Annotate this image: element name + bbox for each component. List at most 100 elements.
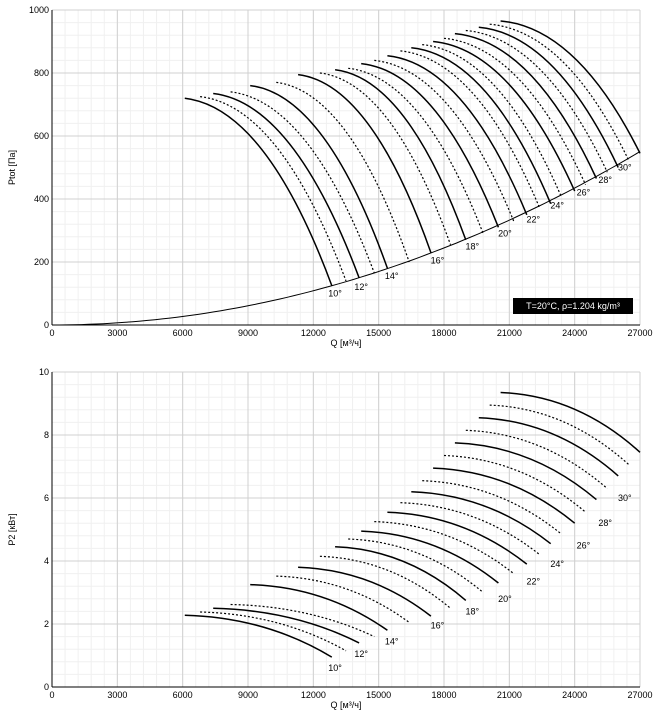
chart-2-y-tick-label: 0 <box>44 682 49 692</box>
chart-2-angle-label-9: 26° <box>577 540 591 550</box>
chart-2-blade-curve-19 <box>454 442 597 501</box>
chart-2-x-tick-label: 15000 <box>366 690 391 700</box>
chart-1-angle-label-8: 24° <box>550 200 564 210</box>
chart-2-blade-curve-22 <box>489 404 630 466</box>
chart-1-angle-label-2: 12° <box>354 282 368 292</box>
chart-1-angle-label-6: 20° <box>498 229 512 239</box>
chart-1-y-tick-label: 0 <box>44 320 49 330</box>
chart-2-plot-area <box>52 372 640 687</box>
chart-1-x-axis-title: Q [м³/ч] <box>331 338 362 348</box>
chart-1-system-curve <box>52 151 641 326</box>
chart-1-blade-curve-19 <box>454 32 598 179</box>
chart-1-blade-curve-13 <box>387 54 528 216</box>
chart-1-y-tick-label: 1000 <box>29 5 49 15</box>
chart-1-angle-label-1: 10° <box>328 289 342 299</box>
chart-2-blade-curve-4 <box>230 603 375 638</box>
chart-2-y-tick-label: 2 <box>44 619 49 629</box>
chart-1-blade-curve-1 <box>184 97 333 286</box>
chart-1-angle-label-7: 22° <box>526 214 540 224</box>
chart-1-note-text: T=20°C, ρ=1.204 kg/m³ <box>526 301 620 311</box>
chart-1-blade-curve-5 <box>250 84 389 269</box>
chart-2-y-tick-label: 8 <box>44 430 49 440</box>
chart-1-angle-label-9: 26° <box>577 188 591 198</box>
chart-2-x-tick-label: 24000 <box>562 690 587 700</box>
chart-1-blade-curve-4 <box>230 91 375 274</box>
chart-2-angle-label-3: 14° <box>385 636 399 646</box>
chart-2-blade-curve-14 <box>400 502 541 556</box>
chart-1-blade-curve-23 <box>500 20 641 154</box>
chart-1-x-tick-label: 27000 <box>627 328 652 338</box>
chart-2-angle-label-1: 10° <box>328 663 342 673</box>
chart-2-x-tick-label: 21000 <box>497 690 522 700</box>
chart-1-blade-curve-14 <box>400 50 541 209</box>
chart-1-blade-curve-17 <box>433 40 576 192</box>
chart-1-x-tick-label: 18000 <box>431 328 456 338</box>
chart-2-blade-curve-2 <box>200 611 347 652</box>
chart-1-angle-label-10: 28° <box>598 175 612 185</box>
chart-2-blade-curve-3 <box>213 607 360 644</box>
chart-1-y-axis-title: Ptot [Па] <box>7 150 17 185</box>
chart-2-blade-curve-20 <box>465 429 608 490</box>
chart-2-blade-curve-8 <box>319 555 451 609</box>
chart-2-x-tick-label: 18000 <box>431 690 456 700</box>
chart-2-blade-curve-10 <box>348 538 484 593</box>
chart-2-x-tick-label: 12000 <box>301 690 326 700</box>
chart-2-blade-curve-5 <box>250 583 388 631</box>
chart-2-blade-curve-9 <box>335 546 467 601</box>
chart-2-blade-curve-23 <box>500 391 641 453</box>
chart-1-angle-label-4: 16° <box>431 255 445 265</box>
chart-1-angle-label-11: 30° <box>618 163 632 173</box>
chart-2-x-tick-label: 6000 <box>173 690 193 700</box>
chart-2-angle-label-6: 20° <box>498 594 512 604</box>
chart-2-blade-curve-6 <box>276 575 410 623</box>
chart-1-y-tick-label: 800 <box>34 68 49 78</box>
chart-2-y-axis-title: P2 [кВт] <box>7 513 17 545</box>
chart-2-x-tick-label: 3000 <box>107 690 127 700</box>
chart-1-x-tick-label: 12000 <box>301 328 326 338</box>
chart-1-blade-curve-8 <box>319 72 452 245</box>
chart-2-angle-label-11: 30° <box>618 493 632 503</box>
chart-2-x-tick-label: 27000 <box>627 690 652 700</box>
chart-1-x-tick-label: 9000 <box>238 328 258 338</box>
chart-2-y-tick-label: 10 <box>39 367 49 377</box>
chart-2-y-tick-label: 4 <box>44 556 49 566</box>
chart-1-angle-label-3: 14° <box>385 271 399 281</box>
chart-2-blade-curve-12 <box>374 521 515 575</box>
chart-1-x-tick-label: 21000 <box>497 328 522 338</box>
chart-1-x-tick-label: 24000 <box>562 328 587 338</box>
chart-2: 0 3000 6000 9000 12000 15000 18000 21000 24000 27… <box>7 367 653 710</box>
chart-2-angle-label-10: 28° <box>598 518 612 528</box>
chart-1-y-tick-label: 600 <box>34 131 49 141</box>
chart-1-x-tick-label: 0 <box>49 328 54 338</box>
chart-2-angle-label-5: 18° <box>465 606 479 616</box>
chart-1-x-tick-label: 3000 <box>107 328 127 338</box>
chart-1-x-tick-label: 6000 <box>173 328 193 338</box>
chart-2-angle-label-7: 22° <box>526 576 540 586</box>
chart-1-blade-curve-15 <box>411 47 552 204</box>
chart-2-blade-curve-1 <box>184 614 333 658</box>
chart-1-note-box <box>513 298 633 314</box>
chart-1-blade-curve-11 <box>361 62 500 228</box>
chart-1-angle-label-5: 18° <box>465 241 479 251</box>
chart-1-blade-curve-20 <box>465 29 608 173</box>
chart-2-blade-curve-15 <box>411 490 552 545</box>
chart-1-y-tick-label: 400 <box>34 194 49 204</box>
chart-2-x-axis-title: Q [м³/ч] <box>331 700 362 710</box>
chart-2-angle-label-8: 24° <box>550 559 564 569</box>
chart-2-angle-label-4: 16° <box>431 621 445 631</box>
chart-2-x-tick-label: 0 <box>49 690 54 700</box>
chart-1-x-tick-label: 15000 <box>366 328 391 338</box>
chart-1: 0 3000 6000 9000 12000 15000 18000 21000 24000 27… <box>7 5 653 348</box>
chart-1-blade-curve-18 <box>443 37 587 186</box>
chart-1-blade-curve-9 <box>335 69 467 241</box>
chart-2-blade-curve-7 <box>298 566 432 617</box>
chart-1-blade-curve-2 <box>200 96 347 282</box>
chart-2-x-tick-label: 9000 <box>238 690 258 700</box>
chart-2-blade-curve-11 <box>361 530 499 584</box>
chart-2-blade-curve-13 <box>387 511 528 565</box>
chart-2-blade-curve-18 <box>443 454 586 513</box>
chart-1-plot-area <box>52 10 640 325</box>
chart-2-blade-curve-21 <box>478 416 619 477</box>
chart-2-angle-label-2: 12° <box>354 649 368 659</box>
